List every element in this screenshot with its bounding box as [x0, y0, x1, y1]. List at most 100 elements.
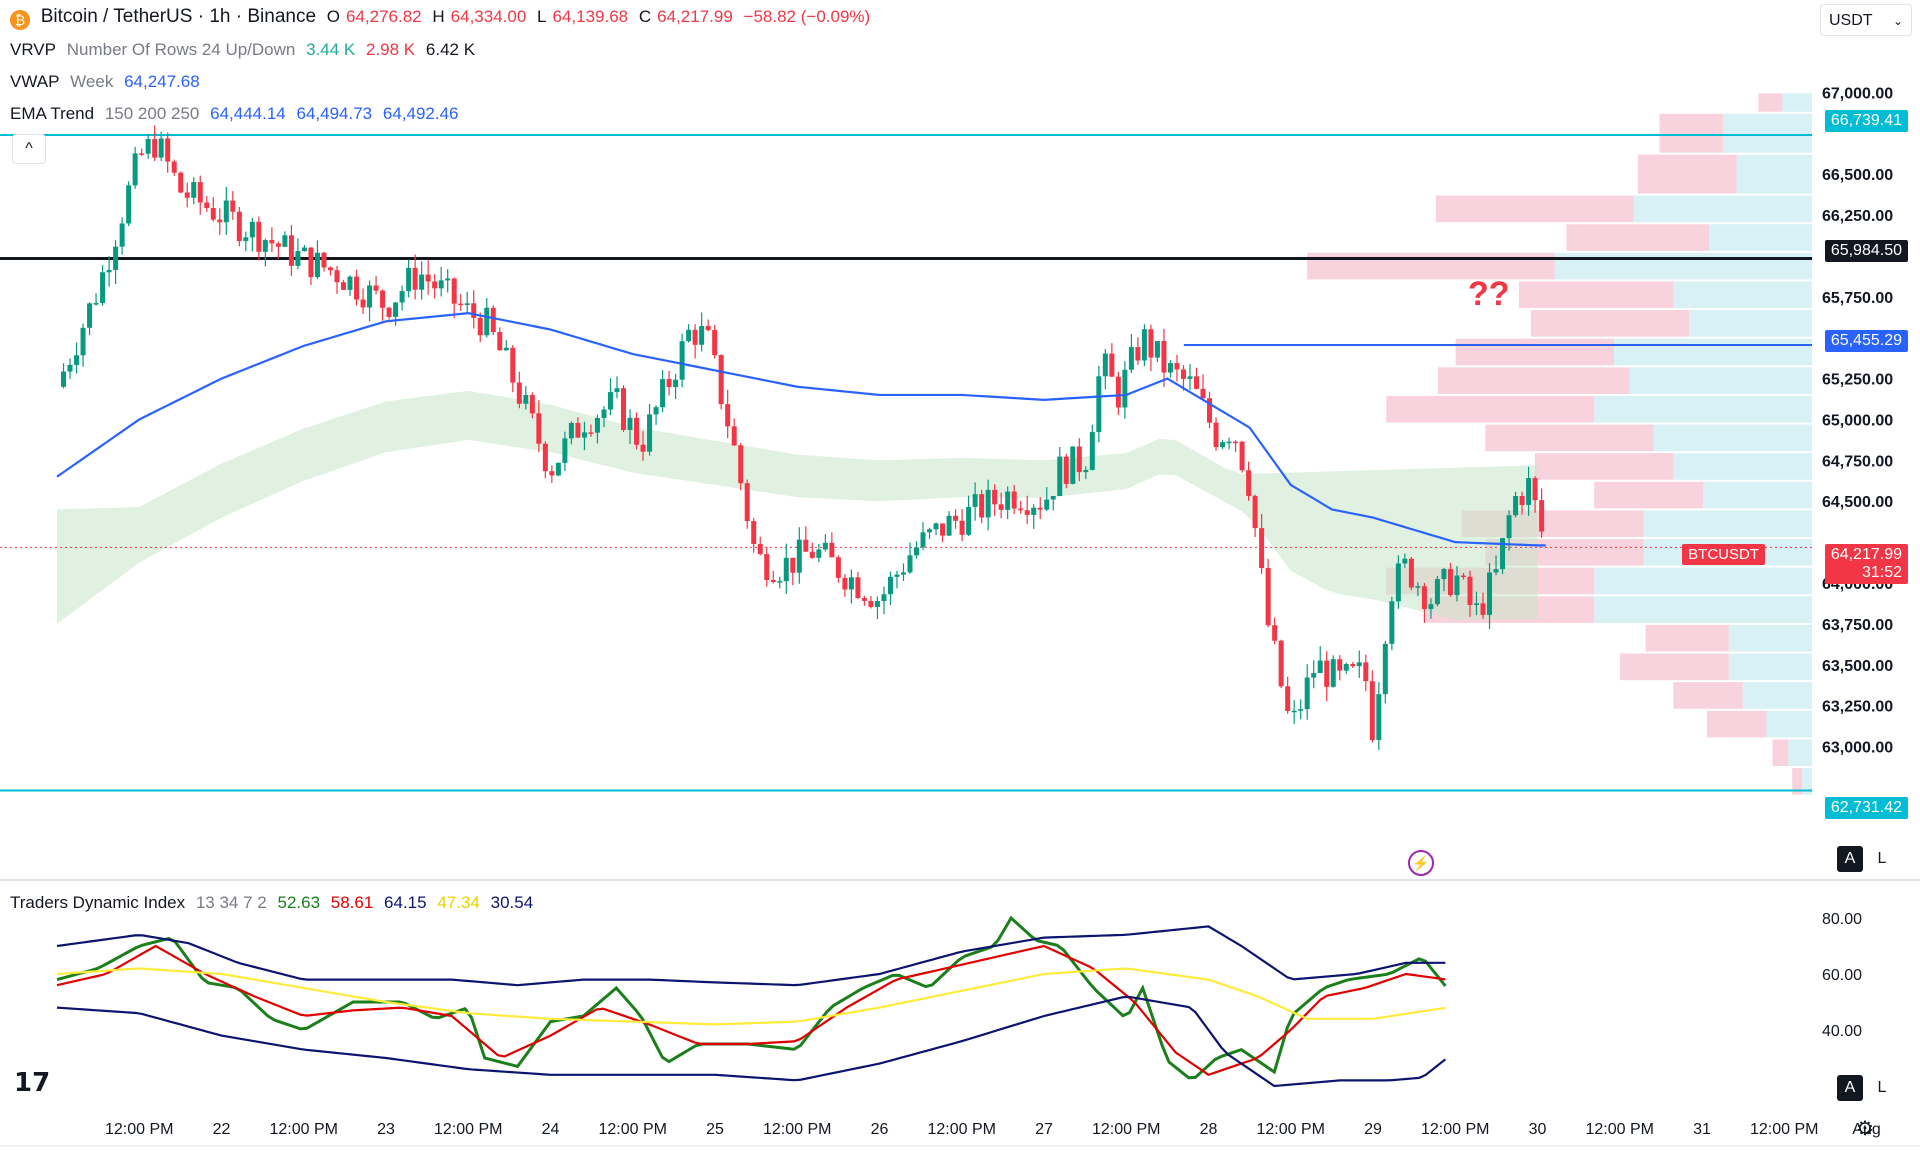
candle-body — [744, 483, 750, 522]
candles — [61, 125, 1545, 750]
vwap-legend[interactable]: VWAP Week 64,247.68 — [10, 72, 206, 92]
candle-body — [829, 542, 835, 558]
candle-body — [249, 221, 255, 238]
time-axis-label: 29 — [1364, 1121, 1382, 1138]
candle-body — [1005, 491, 1011, 510]
candle-body — [1395, 563, 1401, 602]
candle-body — [966, 506, 972, 535]
lightning-icon[interactable]: ⚡ — [1408, 850, 1434, 876]
candle-body — [393, 302, 399, 317]
candle-body — [243, 237, 249, 242]
tdi-legend[interactable]: Traders Dynamic Index 13 34 7 2 52.63 58… — [10, 893, 539, 913]
question-annotation[interactable]: ?? — [1468, 275, 1510, 313]
vp-row-down — [1707, 710, 1767, 738]
candle-body — [497, 332, 503, 351]
vp-row-down — [1659, 113, 1723, 153]
close-label: C — [638, 7, 652, 26]
candle-body — [920, 532, 926, 548]
vwap-params: Week — [70, 72, 114, 91]
candle-body — [341, 282, 347, 290]
candle-body — [542, 443, 548, 472]
candle-body — [516, 382, 522, 404]
candle-body — [152, 139, 158, 158]
candle-body — [236, 211, 242, 242]
candle-body — [197, 182, 203, 203]
candle-body — [1011, 491, 1017, 509]
auto-scale-button[interactable]: A — [1837, 846, 1863, 872]
settings-gear-icon[interactable]: ⚙ — [1856, 1118, 1874, 1140]
vp-row-up — [1643, 510, 1812, 538]
candle-body — [614, 388, 620, 393]
candle-body — [386, 307, 392, 317]
time-axis-label: 12:00 PM — [1586, 1121, 1654, 1138]
candle-body — [972, 494, 978, 507]
candle-body — [770, 579, 776, 583]
tdi-axis-label: 80.00 — [1822, 911, 1862, 928]
candle-body — [1539, 500, 1545, 532]
tdi-base-line — [56, 967, 1446, 1026]
time-axis-label: Aug — [1852, 1121, 1880, 1138]
candle-body — [1526, 478, 1532, 505]
tdi-log-scale-button[interactable]: L — [1869, 1075, 1895, 1101]
candle-body — [106, 269, 112, 273]
candle-body — [575, 422, 581, 438]
tdi-auto-scale-button[interactable]: A — [1837, 1075, 1863, 1101]
collapse-legend-button[interactable]: ^ — [12, 134, 46, 164]
level-tag-black: 65,984.50 — [1824, 240, 1908, 262]
candle-body — [1447, 569, 1453, 596]
candle-body — [1493, 569, 1499, 573]
vrvp-name: VRVP — [10, 40, 56, 59]
vrvp-legend[interactable]: VRVP Number Of Rows 24 Up/Down 3.44 K 2.… — [10, 40, 481, 60]
candle-body — [314, 252, 320, 278]
countdown: 31:52 — [1861, 564, 1902, 581]
price-axis-label: 63,000.00 — [1822, 740, 1893, 757]
chevron-up-icon: ^ — [25, 140, 33, 157]
candle-body — [1102, 353, 1108, 377]
candle-body — [1500, 538, 1506, 570]
currency-select[interactable]: USDT ⌄ — [1820, 4, 1912, 36]
candle-body — [1226, 441, 1232, 444]
ema-legend[interactable]: EMA Trend 150 200 250 64,444.14 64,494.7… — [10, 104, 465, 124]
candle-body — [275, 243, 281, 247]
candle-body — [933, 523, 939, 530]
vp-row-down — [1772, 739, 1789, 767]
candle-body — [432, 281, 438, 289]
candle-body — [1376, 694, 1382, 741]
price-axis-label: 63,250.00 — [1822, 699, 1893, 716]
price-axis-label: 63,500.00 — [1822, 658, 1893, 675]
vp-row-up — [1782, 93, 1812, 112]
candle-body — [1356, 662, 1362, 667]
candle-body — [1207, 398, 1213, 423]
candle-body — [1115, 376, 1121, 408]
candle-body — [894, 574, 900, 577]
chevron-down-icon: ⌄ — [1892, 14, 1903, 28]
candle-body — [790, 557, 796, 573]
candle-body — [1024, 510, 1030, 515]
level-tag-bottom: 62,731.42 — [1824, 797, 1908, 819]
vp-row-up — [1703, 481, 1812, 509]
tdi-rsi-line — [56, 915, 1447, 1080]
vrvp-params: Number Of Rows 24 Up/Down — [66, 40, 296, 59]
vp-row-up — [1614, 338, 1812, 366]
candle-body — [1128, 347, 1134, 370]
tdi-value-1: 52.63 — [277, 893, 321, 912]
candle-body — [217, 219, 223, 223]
candle-body — [1233, 441, 1239, 444]
candle-body — [647, 414, 653, 452]
vp-row-up — [1788, 739, 1812, 767]
time-axis-label: 26 — [871, 1121, 889, 1138]
vp-row-up — [1722, 113, 1812, 153]
candle-body — [1220, 442, 1226, 448]
time-axis-label: 12:00 PM — [1421, 1121, 1489, 1138]
candle-body — [471, 303, 477, 318]
log-scale-button[interactable]: L — [1869, 846, 1895, 872]
candle-body — [562, 438, 568, 463]
candle-body — [367, 285, 373, 308]
vp-row-down — [1566, 224, 1710, 251]
candle-body — [438, 280, 444, 289]
vp-row-up — [1736, 154, 1812, 194]
candle-body — [946, 515, 952, 536]
candle-body — [1350, 664, 1356, 667]
candle-body — [1252, 495, 1258, 529]
